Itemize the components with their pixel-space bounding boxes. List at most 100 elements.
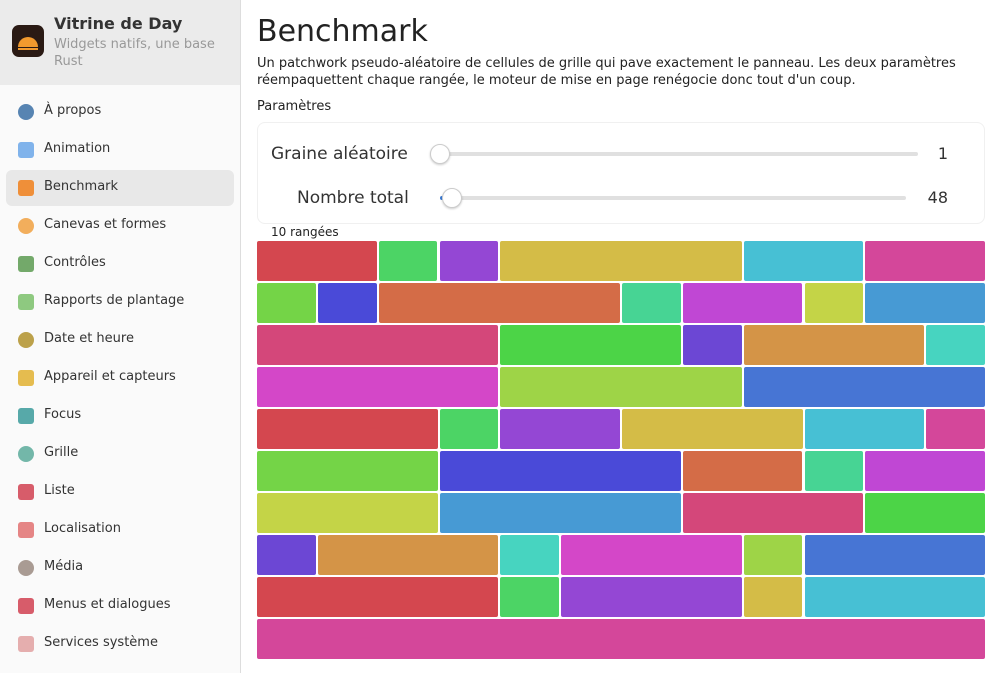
grid-cell — [682, 325, 742, 365]
grid-cell — [317, 283, 377, 323]
description: Un patchwork pseudo-aléatoire de cellule… — [257, 56, 956, 88]
nav-item[interactable]: Contrôles — [6, 246, 234, 282]
grid-cell — [865, 241, 985, 281]
nav-label: Grille — [44, 445, 79, 460]
grid-cell — [622, 409, 803, 449]
nav-label: Animation — [44, 141, 111, 156]
grid-cell — [743, 241, 864, 281]
nav-icon — [18, 256, 34, 272]
nav-label: Rapports de plantage — [44, 293, 185, 308]
nav-icon — [18, 218, 34, 234]
nav-icon — [18, 636, 34, 652]
nav-item[interactable]: Benchmark — [6, 170, 234, 206]
nav-icon — [18, 370, 34, 386]
nav-item[interactable]: Média — [6, 550, 234, 586]
patchwork-grid — [257, 241, 985, 659]
grid-cell — [926, 325, 985, 365]
app-logo — [12, 25, 44, 57]
sidebar-header: Vitrine de Day Widgets natifs, une base … — [0, 0, 240, 85]
grid-cell — [257, 367, 499, 407]
nav-item[interactable]: Services système — [6, 626, 234, 662]
grid-cell — [257, 493, 438, 533]
grid-cell — [257, 535, 316, 575]
grid-cell — [682, 283, 803, 323]
grid-cell — [500, 325, 681, 365]
grid-cell — [743, 367, 985, 407]
grid-cell — [804, 409, 925, 449]
grid-cell — [865, 283, 985, 323]
nav-icon — [18, 408, 34, 424]
nav-label: Date et heure — [44, 331, 134, 346]
grid-cell — [500, 535, 560, 575]
grid-cell — [743, 325, 925, 365]
nav-item[interactable]: À propos — [6, 94, 234, 130]
nav-icon — [18, 522, 34, 538]
nav-icon — [18, 294, 34, 310]
control-label: Nombre total — [297, 188, 409, 208]
grid-cell — [804, 577, 985, 617]
grid-cell — [682, 493, 864, 533]
nav-item[interactable]: Menus et dialogues — [6, 588, 234, 624]
nav-icon — [18, 560, 34, 576]
grid-cell — [257, 409, 438, 449]
control-label: Graine aléatoire — [271, 144, 408, 164]
grid-cell — [257, 619, 985, 659]
nav-label: Liste — [44, 483, 75, 498]
grid-cell — [682, 451, 803, 491]
parameters-card: Graine aléatoire 1 Nombre total 48 — [257, 122, 985, 224]
grid-cell — [257, 283, 316, 323]
nav-icon — [18, 180, 34, 196]
nav-label: Menus et dialogues — [44, 597, 171, 612]
nav-label: Appareil et capteurs — [44, 369, 176, 384]
nav-item[interactable]: Appareil et capteurs — [6, 360, 234, 396]
nav-icon — [18, 104, 34, 120]
grid-cell — [378, 283, 620, 323]
app-subtitle: Widgets natifs, une base Rust — [54, 37, 215, 69]
slider-track[interactable] — [440, 152, 918, 156]
grid-cell — [257, 241, 377, 281]
nav-item[interactable]: Canevas et formes — [6, 208, 234, 244]
grid-cell — [378, 241, 438, 281]
grid-cell — [439, 451, 681, 491]
nav-item[interactable]: Date et heure — [6, 322, 234, 358]
nav-item[interactable]: Grille — [6, 436, 234, 472]
grid-cell — [439, 493, 681, 533]
nav-item[interactable]: Localisation — [6, 512, 234, 548]
grid-cell — [257, 577, 499, 617]
nav-label: Contrôles — [44, 255, 106, 270]
grid-cell — [865, 493, 985, 533]
grid-cell — [561, 535, 742, 575]
slider-knob[interactable] — [430, 144, 450, 164]
nav-label: Benchmark — [44, 179, 119, 194]
rows-label: 10 rangées — [271, 225, 339, 239]
grid-cell — [317, 535, 499, 575]
control-value: 1 — [937, 144, 948, 163]
nav-icon — [18, 142, 34, 158]
nav-item[interactable]: Liste — [6, 474, 234, 510]
nav-icon — [18, 484, 34, 500]
nav-label: À propos — [44, 103, 102, 118]
grid-cell — [257, 325, 499, 365]
grid-cell — [500, 577, 560, 617]
grid-cell — [804, 535, 985, 575]
nav-item[interactable]: Animation — [6, 132, 234, 168]
nav-icon — [18, 598, 34, 614]
grid-cell — [622, 283, 681, 323]
nav-label: Focus — [44, 407, 82, 422]
grid-cell — [500, 409, 620, 449]
nav-icon — [18, 446, 34, 462]
grid-cell — [561, 577, 742, 617]
slider-track[interactable] — [440, 196, 906, 200]
nav-item[interactable]: Rapports de plantage — [6, 284, 234, 320]
grid-cell — [804, 451, 864, 491]
grid-cell — [439, 409, 499, 449]
nav-icon — [18, 332, 34, 348]
grid-cell — [804, 283, 864, 323]
slider-knob[interactable] — [442, 188, 462, 208]
app-title: Vitrine de Day — [54, 14, 183, 33]
nav-item[interactable]: Focus — [6, 398, 234, 434]
grid-cell — [743, 535, 803, 575]
grid-cell — [865, 451, 985, 491]
page-title: Benchmark — [257, 14, 428, 49]
